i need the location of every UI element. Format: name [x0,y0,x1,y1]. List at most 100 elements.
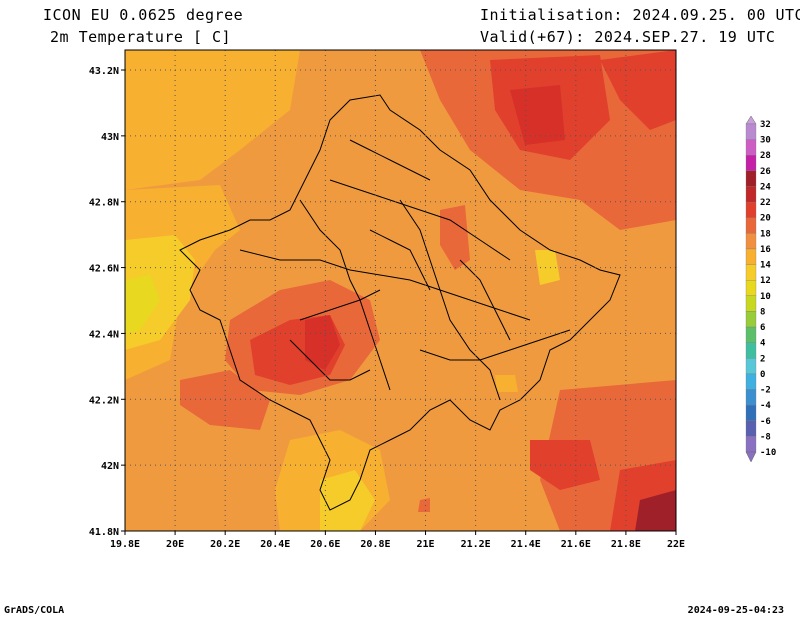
x-tick-label: 22E [667,539,685,550]
y-tick-label: 42.8N [89,198,119,209]
x-tick-label: 20.8E [360,539,390,550]
colorbar-top-arrow [745,115,757,125]
contour-12-14 [320,470,375,531]
colorbar-label: 12 [760,276,771,286]
y-tick-label: 42.2N [89,395,119,406]
colorbar-segment [745,342,757,359]
colorbar-label: 20 [760,214,771,224]
colorbar-label: 4 [760,339,766,349]
colorbar-segment [745,358,757,375]
contour-12-14 [535,250,560,285]
colorbar-label: -8 [760,432,771,442]
colorbar-segment [745,326,757,343]
colorbar-label: -4 [760,401,771,411]
y-tick-label: 42.4N [89,329,119,340]
colorbar-segment [745,280,757,296]
border-line [459,259,511,341]
colorbar-segment [745,311,757,328]
colorbar-segment [745,139,757,156]
border-line [299,199,391,391]
x-tick-label: 20.2E [210,539,240,550]
border-line [289,339,371,381]
border-line [369,229,431,291]
colorbar-label: 28 [760,151,771,161]
plot-frame [124,49,677,532]
colorbar-segment [745,123,757,140]
border-line [299,289,381,321]
y-tick-label: 42N [101,461,119,472]
x-tick-label: 21.6E [561,539,591,550]
contour-14-16 [495,375,518,392]
contour-22-24 [635,490,676,531]
colorbar-label: 18 [760,229,771,239]
colorbar-segment [745,217,757,234]
colorbar-label: 32 [760,120,771,130]
colorbar-segment [745,373,757,390]
model-title: ICON EU 0.0625 degree [43,6,244,24]
colorbar-label: 0 [760,370,765,380]
colorbar-label: 30 [760,136,771,146]
colorbar-label: 16 [760,245,771,255]
colorbar-segment [745,436,757,453]
y-tick-label: 43N [101,132,119,143]
colorbar-label: -2 [760,386,771,396]
x-tick-label: 20E [166,539,184,550]
colorbar-label: 26 [760,167,771,177]
y-axis: 41.8N 42N 42.2N 42.4N 42.6N 42.8N 43N 43.2N [89,66,125,538]
contour-20-22 [600,50,676,130]
contour-14-16 [125,50,300,190]
valid-time: Valid(+67): 2024.SEP.27. 19 UTC [480,28,776,46]
x-tick-label: 19.8E [110,539,140,550]
render-timestamp: 2024-09-25-04:23 [687,605,784,616]
colorbar-segment [745,170,757,187]
temperature-field [125,50,676,531]
administrative-borders [179,94,621,511]
colorbar-bottom-arrow [745,451,757,463]
x-tick-label: 20.4E [260,539,290,550]
colorbar-label: 6 [760,323,765,333]
x-tick-label: 21.8E [611,539,641,550]
variable-title: 2m Temperature [ C] [50,28,232,46]
y-tick-label: 43.2N [89,66,119,77]
colorbar-label: -6 [760,417,771,427]
contour-20-22 [510,85,565,145]
colorbar-segment [745,186,757,203]
border-line [329,179,511,261]
colorbar-segment [745,389,757,406]
contour-18-20 [418,498,430,512]
colorbar-segment [745,155,757,172]
border-line [349,139,431,181]
initialisation-time: Initialisation: 2024.09.25. 00 UTC [480,6,800,24]
colorbar-label: 2 [760,354,765,364]
x-axis: 19.8E 20E 20.2E 20.4E 20.6E 20.8E 21E 21.2E 21.4… [110,531,685,550]
x-tick-label: 21.4E [511,539,541,550]
colorbar-label: 14 [760,261,771,271]
colorbar-label: 22 [760,198,771,208]
contour-20-22 [305,315,340,370]
colorbar-segment [745,248,757,265]
colorbar-segment [745,233,757,250]
border-line [399,199,501,401]
border-line [419,329,571,361]
colorbar-segment [745,295,757,312]
colorbar-label: 24 [760,182,771,192]
colorbar-label: -10 [760,448,776,458]
colorbar-segment [745,420,757,437]
y-tick-label: 41.8N [89,527,119,538]
contour-10-12 [125,275,160,335]
region-outline [179,94,621,511]
colorbar-label: 10 [760,292,771,302]
graticule [125,50,676,531]
colorbar-segment [745,201,757,218]
y-tick-label: 42.6N [89,264,119,275]
software-credit: GrADS/COLA [4,605,65,616]
x-tick-label: 20.6E [310,539,340,550]
contour-18-20 [440,205,470,270]
colorbar-segment [745,404,757,421]
colorbar-label: 8 [760,307,765,317]
colorbar-segment [745,264,757,281]
x-tick-label: 21E [417,539,435,550]
x-tick-label: 21.2E [461,539,491,550]
